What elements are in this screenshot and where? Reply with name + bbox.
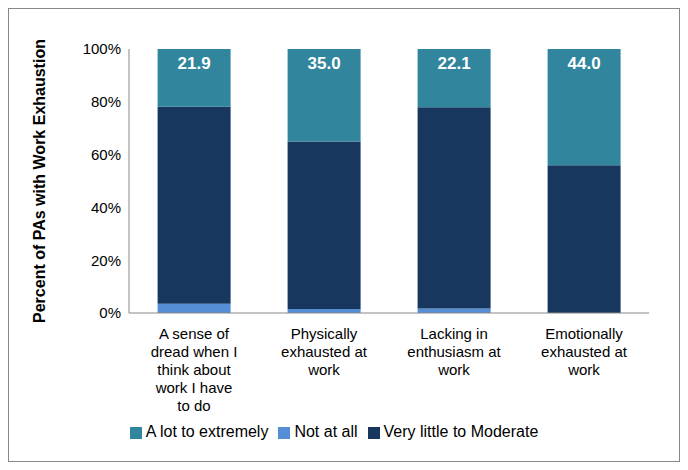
svg-text:22.1: 22.1	[438, 54, 471, 73]
html-text:Not at all: Not at all	[294, 423, 358, 440]
svg-text:60%: 60%	[91, 146, 121, 163]
svg-text:44.0: 44.0	[568, 54, 601, 73]
svg-text:35.0: 35.0	[308, 54, 341, 73]
svg-text:80%: 80%	[91, 93, 121, 110]
html-text:A lot to extremely: A lot to extremely	[145, 423, 269, 440]
svg-text:21.9: 21.9	[178, 54, 211, 73]
svg-text:Physicallyexhausted atwork: Physicallyexhausted atwork	[281, 325, 368, 378]
svg-text:Percent of PAs with Work Exhau: Percent of PAs with Work Exhaustion	[31, 39, 48, 323]
svg-text:Lacking inenthusiasm atwork: Lacking inenthusiasm atwork	[407, 325, 501, 378]
svg-text:100%: 100%	[83, 40, 121, 57]
svg-text:Emotionallyexhausted atwork: Emotionallyexhausted atwork	[541, 325, 628, 378]
svg-text:A sense ofdread when Ithink ab: A sense ofdread when Ithink aboutwork I …	[151, 325, 238, 414]
svg-text:40%: 40%	[91, 199, 121, 216]
svg-text:20%: 20%	[91, 252, 121, 269]
svg-text:0%: 0%	[99, 304, 121, 321]
html-text:Very little to Moderate: Very little to Moderate	[383, 423, 539, 440]
